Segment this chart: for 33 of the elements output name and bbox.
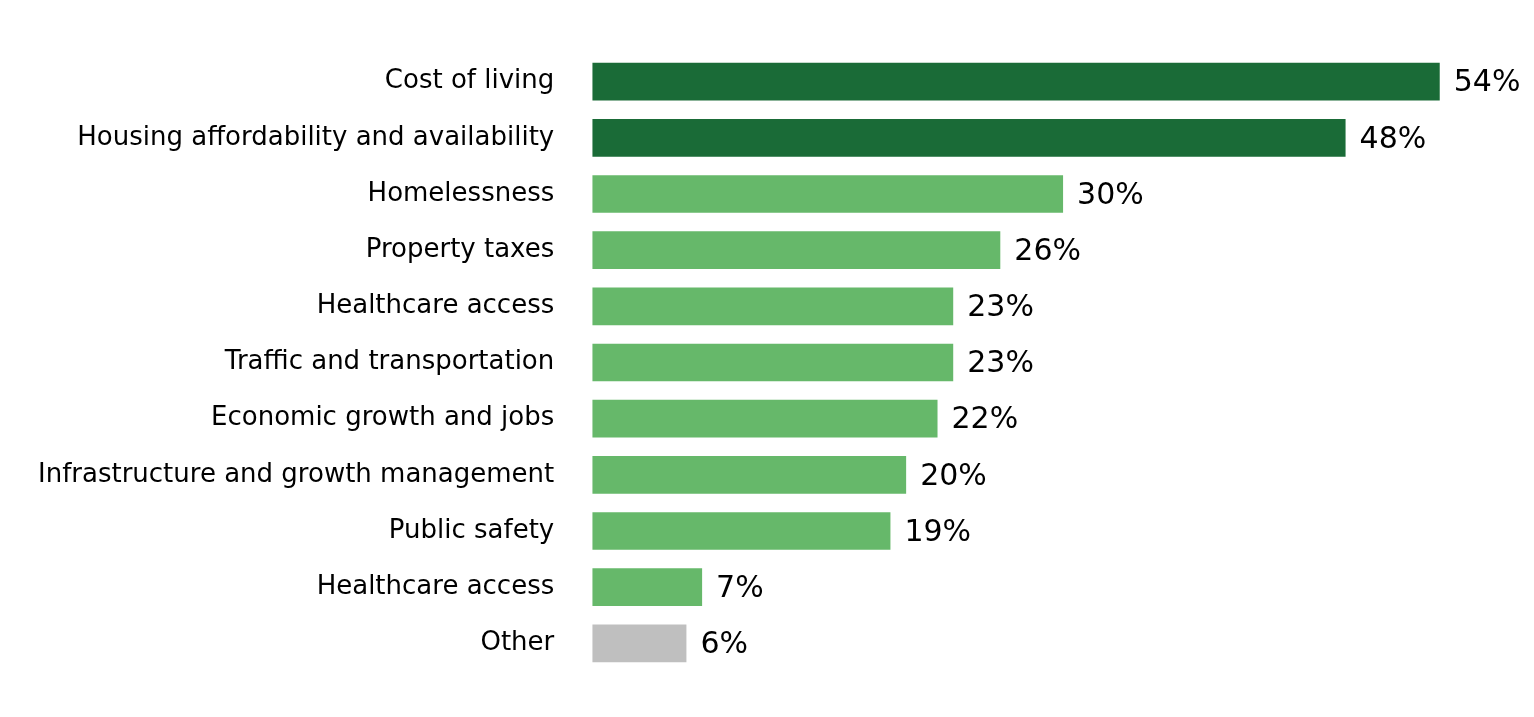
bar: [592, 231, 1001, 269]
bar: [592, 343, 954, 382]
bar: [592, 399, 938, 438]
data-label: 6%: [700, 625, 749, 661]
bar: [592, 512, 891, 550]
data-label: 7%: [716, 568, 764, 604]
data-label: 48%: [1359, 119, 1427, 155]
bar: [592, 119, 1346, 157]
data-label: 23%: [967, 344, 1034, 380]
data-label: 30%: [1077, 175, 1144, 211]
data-label: 20%: [920, 456, 987, 492]
y-tick-label: Property taxes: [365, 232, 555, 263]
bar: [592, 62, 1440, 101]
data-label: 19%: [904, 512, 972, 548]
y-tick-label: Other: [480, 626, 555, 657]
bar: [592, 287, 954, 326]
data-label: 23%: [967, 288, 1034, 324]
y-tick-label: Traffic and transportation: [223, 345, 555, 376]
y-tick-label: Cost of living: [384, 64, 555, 95]
y-tick-label: Public safety: [388, 513, 555, 544]
y-tick-label: Housing affordability and availability: [77, 120, 555, 151]
y-tick-label: Homelessness: [367, 176, 555, 207]
bar: [592, 456, 907, 494]
y-tick-label: Economic growth and jobs: [211, 401, 555, 432]
data-label: 54%: [1453, 63, 1521, 99]
data-label: 26%: [1014, 231, 1081, 267]
data-label: 22%: [951, 400, 1019, 436]
y-tick-label: Healthcare access: [316, 289, 555, 320]
bar: [592, 175, 1064, 213]
bar: [592, 568, 703, 606]
y-tick-label: Healthcare access: [316, 569, 555, 600]
bar: [592, 624, 687, 663]
y-tick-label: Infrastructure and growth management: [37, 457, 555, 488]
